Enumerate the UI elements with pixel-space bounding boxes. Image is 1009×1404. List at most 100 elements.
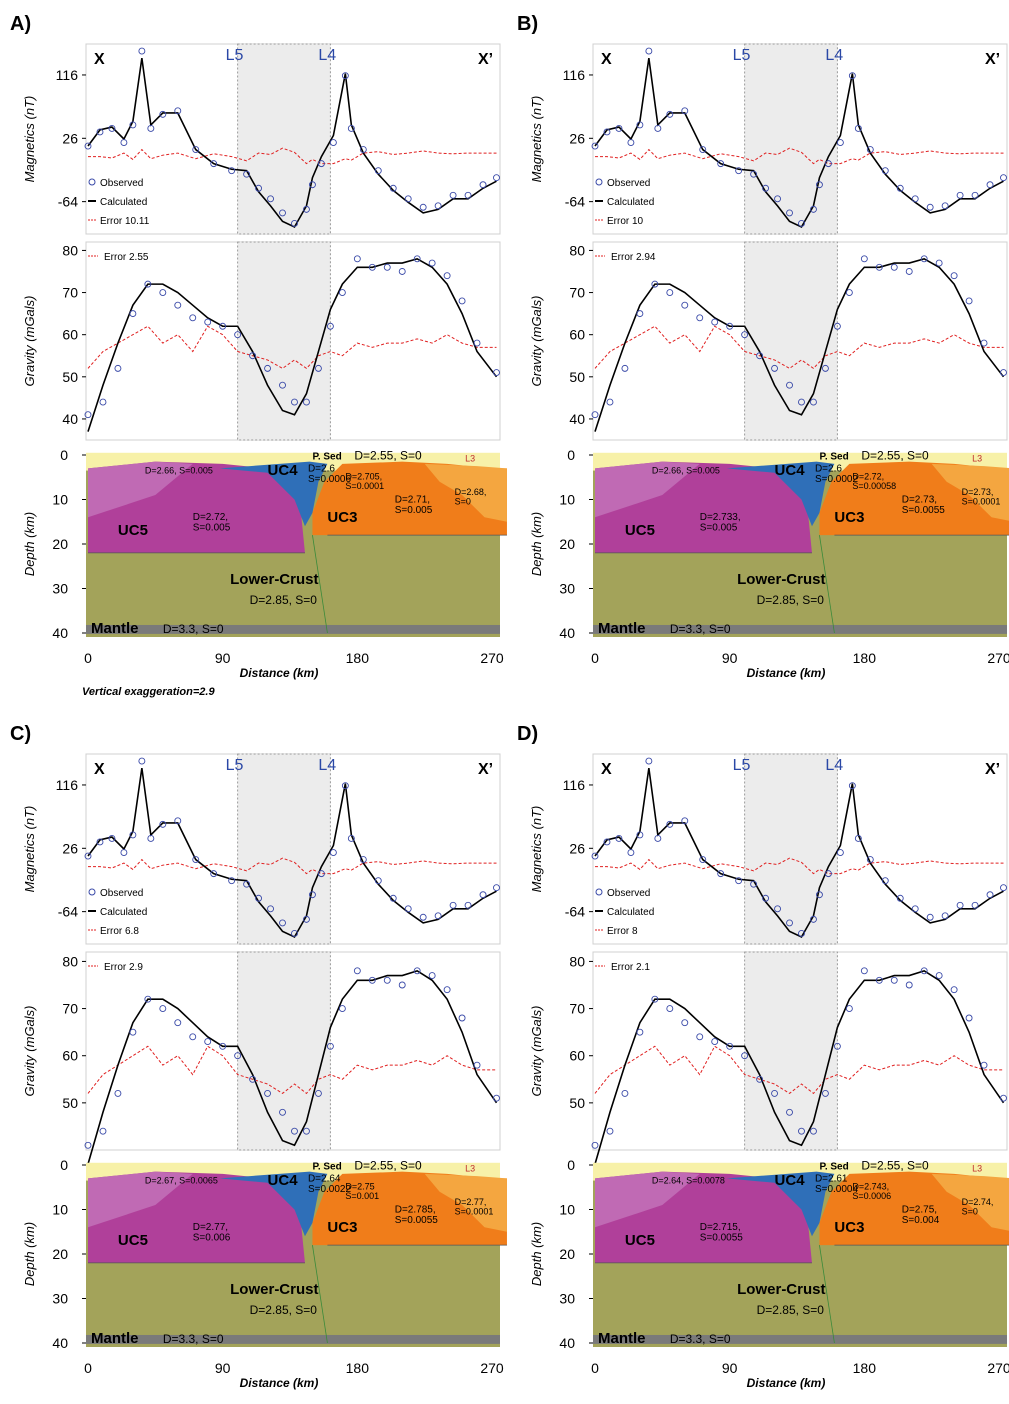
gravity-observed-point [756, 1075, 764, 1083]
gravity-observed-point [681, 1019, 689, 1027]
gravity-observed-point [174, 1019, 182, 1027]
section-annotation-line: D=2.68, [455, 487, 487, 497]
unit-name-uc4: UC4 [775, 462, 806, 479]
magnetics-observed-point [881, 877, 889, 885]
magnetics-observed-point [347, 834, 355, 842]
legend-observed-label: Observed [100, 178, 143, 189]
magnetics-observed-point [836, 849, 844, 856]
legend-calculated-label: Calculated [100, 197, 147, 208]
magnetics-observed-point [941, 202, 949, 210]
distance-xtick-label: 180 [346, 650, 370, 666]
gravity-observed-point [621, 1089, 629, 1097]
gravity-observed-point [326, 322, 334, 330]
unit-name-uc4: UC4 [775, 1172, 806, 1189]
panel-label: B) [517, 13, 538, 35]
depth-ytick-label: 30 [52, 1291, 68, 1307]
depth-ytick-label: 10 [559, 1202, 575, 1218]
magnetics-observed-point [941, 912, 949, 920]
magnetics-ytick-label: 116 [563, 67, 586, 83]
magnetics-observed-point [798, 929, 805, 937]
magnetics-observed-point [986, 891, 994, 899]
unit-name-p-sed: P. Sed [819, 1161, 848, 1172]
unit-properties-uc4-line: S=0.0006 [308, 474, 352, 485]
unit-properties-uc4-line: D=2.6 [308, 463, 335, 474]
unit-properties-p-sed: D=2.55, S=0 [861, 448, 929, 462]
legend-gravity-error-label: Error 2.1 [611, 962, 650, 973]
gravity-observed-point [234, 1052, 242, 1060]
gravity-calculated-line [594, 969, 1005, 1165]
magnetics-observed-point [699, 146, 707, 154]
section-annotation-line: S=0.0001 [455, 1207, 494, 1217]
line-marker-l5: L5 [733, 757, 751, 774]
gravity-observed-point [845, 289, 853, 297]
gravity-observed-point [219, 1042, 227, 1050]
gravity-observed-point [249, 1075, 257, 1083]
magnetics-observed-point [120, 139, 128, 146]
section-annotation: D=2.74, S=0 [962, 1197, 994, 1216]
magnetics-observed-point [84, 852, 92, 860]
unit-name-p-sed: P. Sed [819, 451, 848, 462]
section-annotation: D=2.66, S=0.005 [145, 466, 213, 476]
gravity-observed-point [493, 1094, 500, 1102]
gravity-ytick-label: 80 [569, 242, 585, 258]
magnetics-observed-point [636, 831, 644, 839]
magnetics-observed-point [493, 174, 500, 182]
magnetics-observed-point [762, 894, 770, 902]
gravity-ylabel: Gravity (mGals) [22, 1006, 37, 1097]
section-annotation: D=2.68, S=0 [455, 487, 487, 506]
section-annotation-line: S=0.00058 [852, 481, 896, 491]
magnetics-observed-point [627, 139, 635, 146]
uc5-upper-body [88, 1171, 193, 1228]
gravity-ytick-label: 60 [62, 327, 78, 343]
gravity-observed-point [114, 364, 122, 372]
unit-properties-uc3-line: D=2.785, [395, 1204, 436, 1215]
uc4-body [219, 461, 328, 527]
magnetics-observed-point [636, 121, 644, 129]
section-annotation-line: S=0.001 [345, 1191, 379, 1201]
gravity-observed-point [204, 318, 212, 326]
distance-xtick-label: 0 [84, 1360, 92, 1376]
profile-start-label: X [601, 761, 612, 778]
profile-end-label: X’ [985, 761, 1000, 778]
unit-properties-uc3-line: S=0.0055 [395, 1215, 439, 1226]
gravity-observed-point [458, 1014, 466, 1022]
gravity-ytick-label: 60 [569, 327, 585, 343]
profile-end-label: X’ [478, 761, 493, 778]
panel-label: D) [517, 723, 538, 745]
legend-gravity-error-label: Error 2.55 [104, 252, 149, 263]
gravity-observed-point [114, 1089, 122, 1097]
gravity-observed-point [493, 369, 500, 377]
depth-ytick-label: 10 [52, 1202, 68, 1218]
gravity-observed-point [980, 1061, 988, 1069]
unit-properties-mantle: D=3.3, S=0 [670, 622, 731, 636]
legend-observed-marker [88, 888, 96, 896]
magnetics-observed-point [493, 884, 500, 892]
gravity-observed-point [314, 364, 322, 372]
magnetics-observed-point [449, 191, 457, 199]
gravity-ytick-label: 40 [569, 411, 585, 427]
gravity-observed-point [398, 268, 406, 275]
depth-ytick-label: 10 [559, 492, 575, 508]
magnetics-observed-point [267, 905, 274, 913]
unit-properties-lower-crust: D=2.85, S=0 [757, 593, 825, 607]
gravity-observed-point [711, 318, 719, 326]
magnetics-observed-point [255, 894, 263, 902]
magnetics-observed-point [815, 891, 823, 899]
unit-properties-uc4-line: S=0.0002 [815, 474, 859, 485]
depth-ylabel: Depth (km) [529, 512, 544, 576]
gravity-observed-point [591, 1141, 599, 1149]
magnetics-observed-point [615, 834, 623, 842]
unit-properties-uc5-line: D=2.72, [193, 512, 228, 523]
legend-calculated-label: Calculated [607, 197, 654, 208]
gravity-ylabel: Gravity (mGals) [22, 296, 37, 387]
depth-ytick-label: 30 [559, 581, 575, 597]
distance-xtick-label: 90 [722, 650, 738, 666]
unit-name-uc5: UC5 [118, 1232, 148, 1249]
uc5-upper-body [88, 461, 193, 518]
gravity-error-line [87, 1045, 497, 1095]
magnetics-observed-point [717, 870, 725, 878]
line-marker-l5: L5 [226, 757, 244, 774]
magnetics-observed-point [810, 205, 817, 213]
